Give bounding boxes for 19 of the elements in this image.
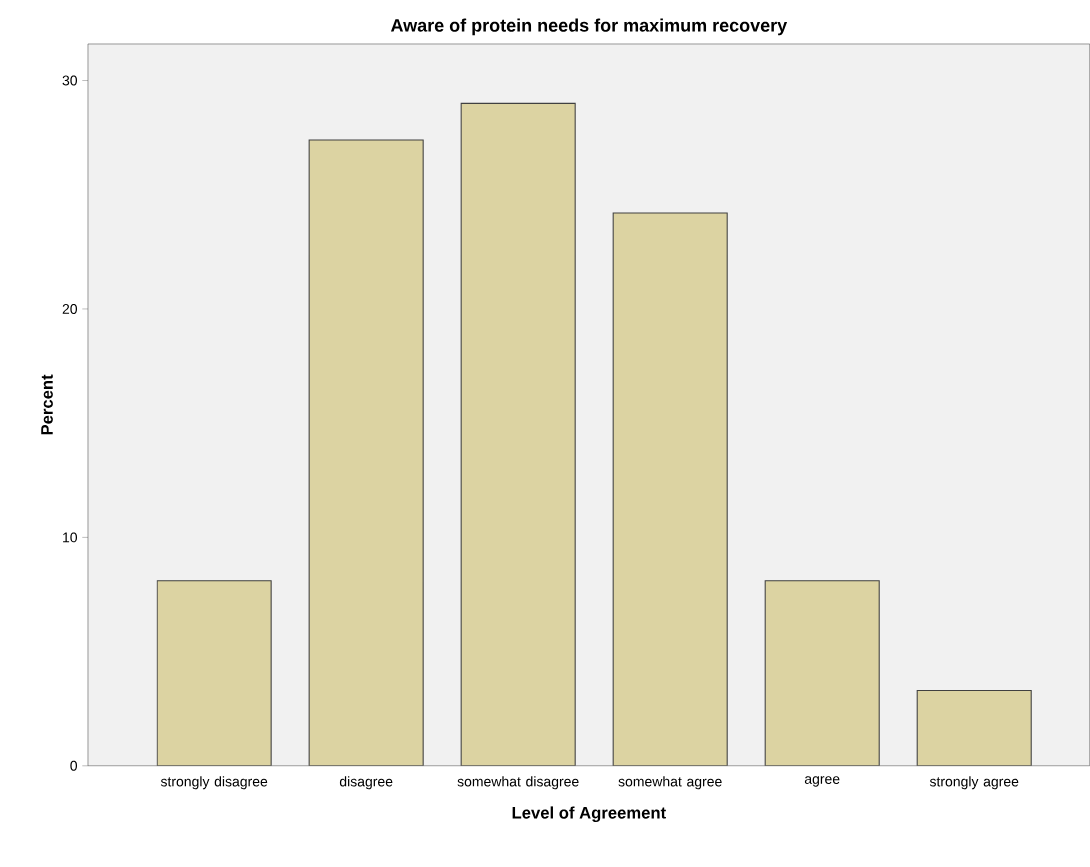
y-tick-label: 20 bbox=[62, 304, 78, 315]
bar bbox=[612, 212, 728, 766]
y-tick-label: 0 bbox=[70, 760, 78, 771]
x-tick-label: agree bbox=[804, 776, 840, 787]
x-tick-label: somewhat agree bbox=[618, 776, 722, 790]
y-tick-label: 10 bbox=[63, 532, 78, 543]
x-axis-title: Level of Agreement bbox=[512, 806, 666, 823]
y-axis-title: Percent bbox=[41, 374, 53, 435]
x-tick-label: somewhat disagree bbox=[457, 776, 579, 790]
bar bbox=[308, 139, 424, 766]
bar bbox=[460, 102, 576, 766]
x-tick-label: strongly agree bbox=[929, 776, 1019, 790]
bar bbox=[765, 580, 880, 766]
bar bbox=[156, 580, 272, 766]
bar bbox=[916, 689, 1032, 766]
x-tick-label: strongly disagree bbox=[160, 776, 268, 790]
y-tick-label: 30 bbox=[62, 75, 78, 86]
chart-title: Aware of protein needs for maximum recovery bbox=[390, 18, 788, 36]
x-tick-label: disagree bbox=[339, 776, 393, 790]
